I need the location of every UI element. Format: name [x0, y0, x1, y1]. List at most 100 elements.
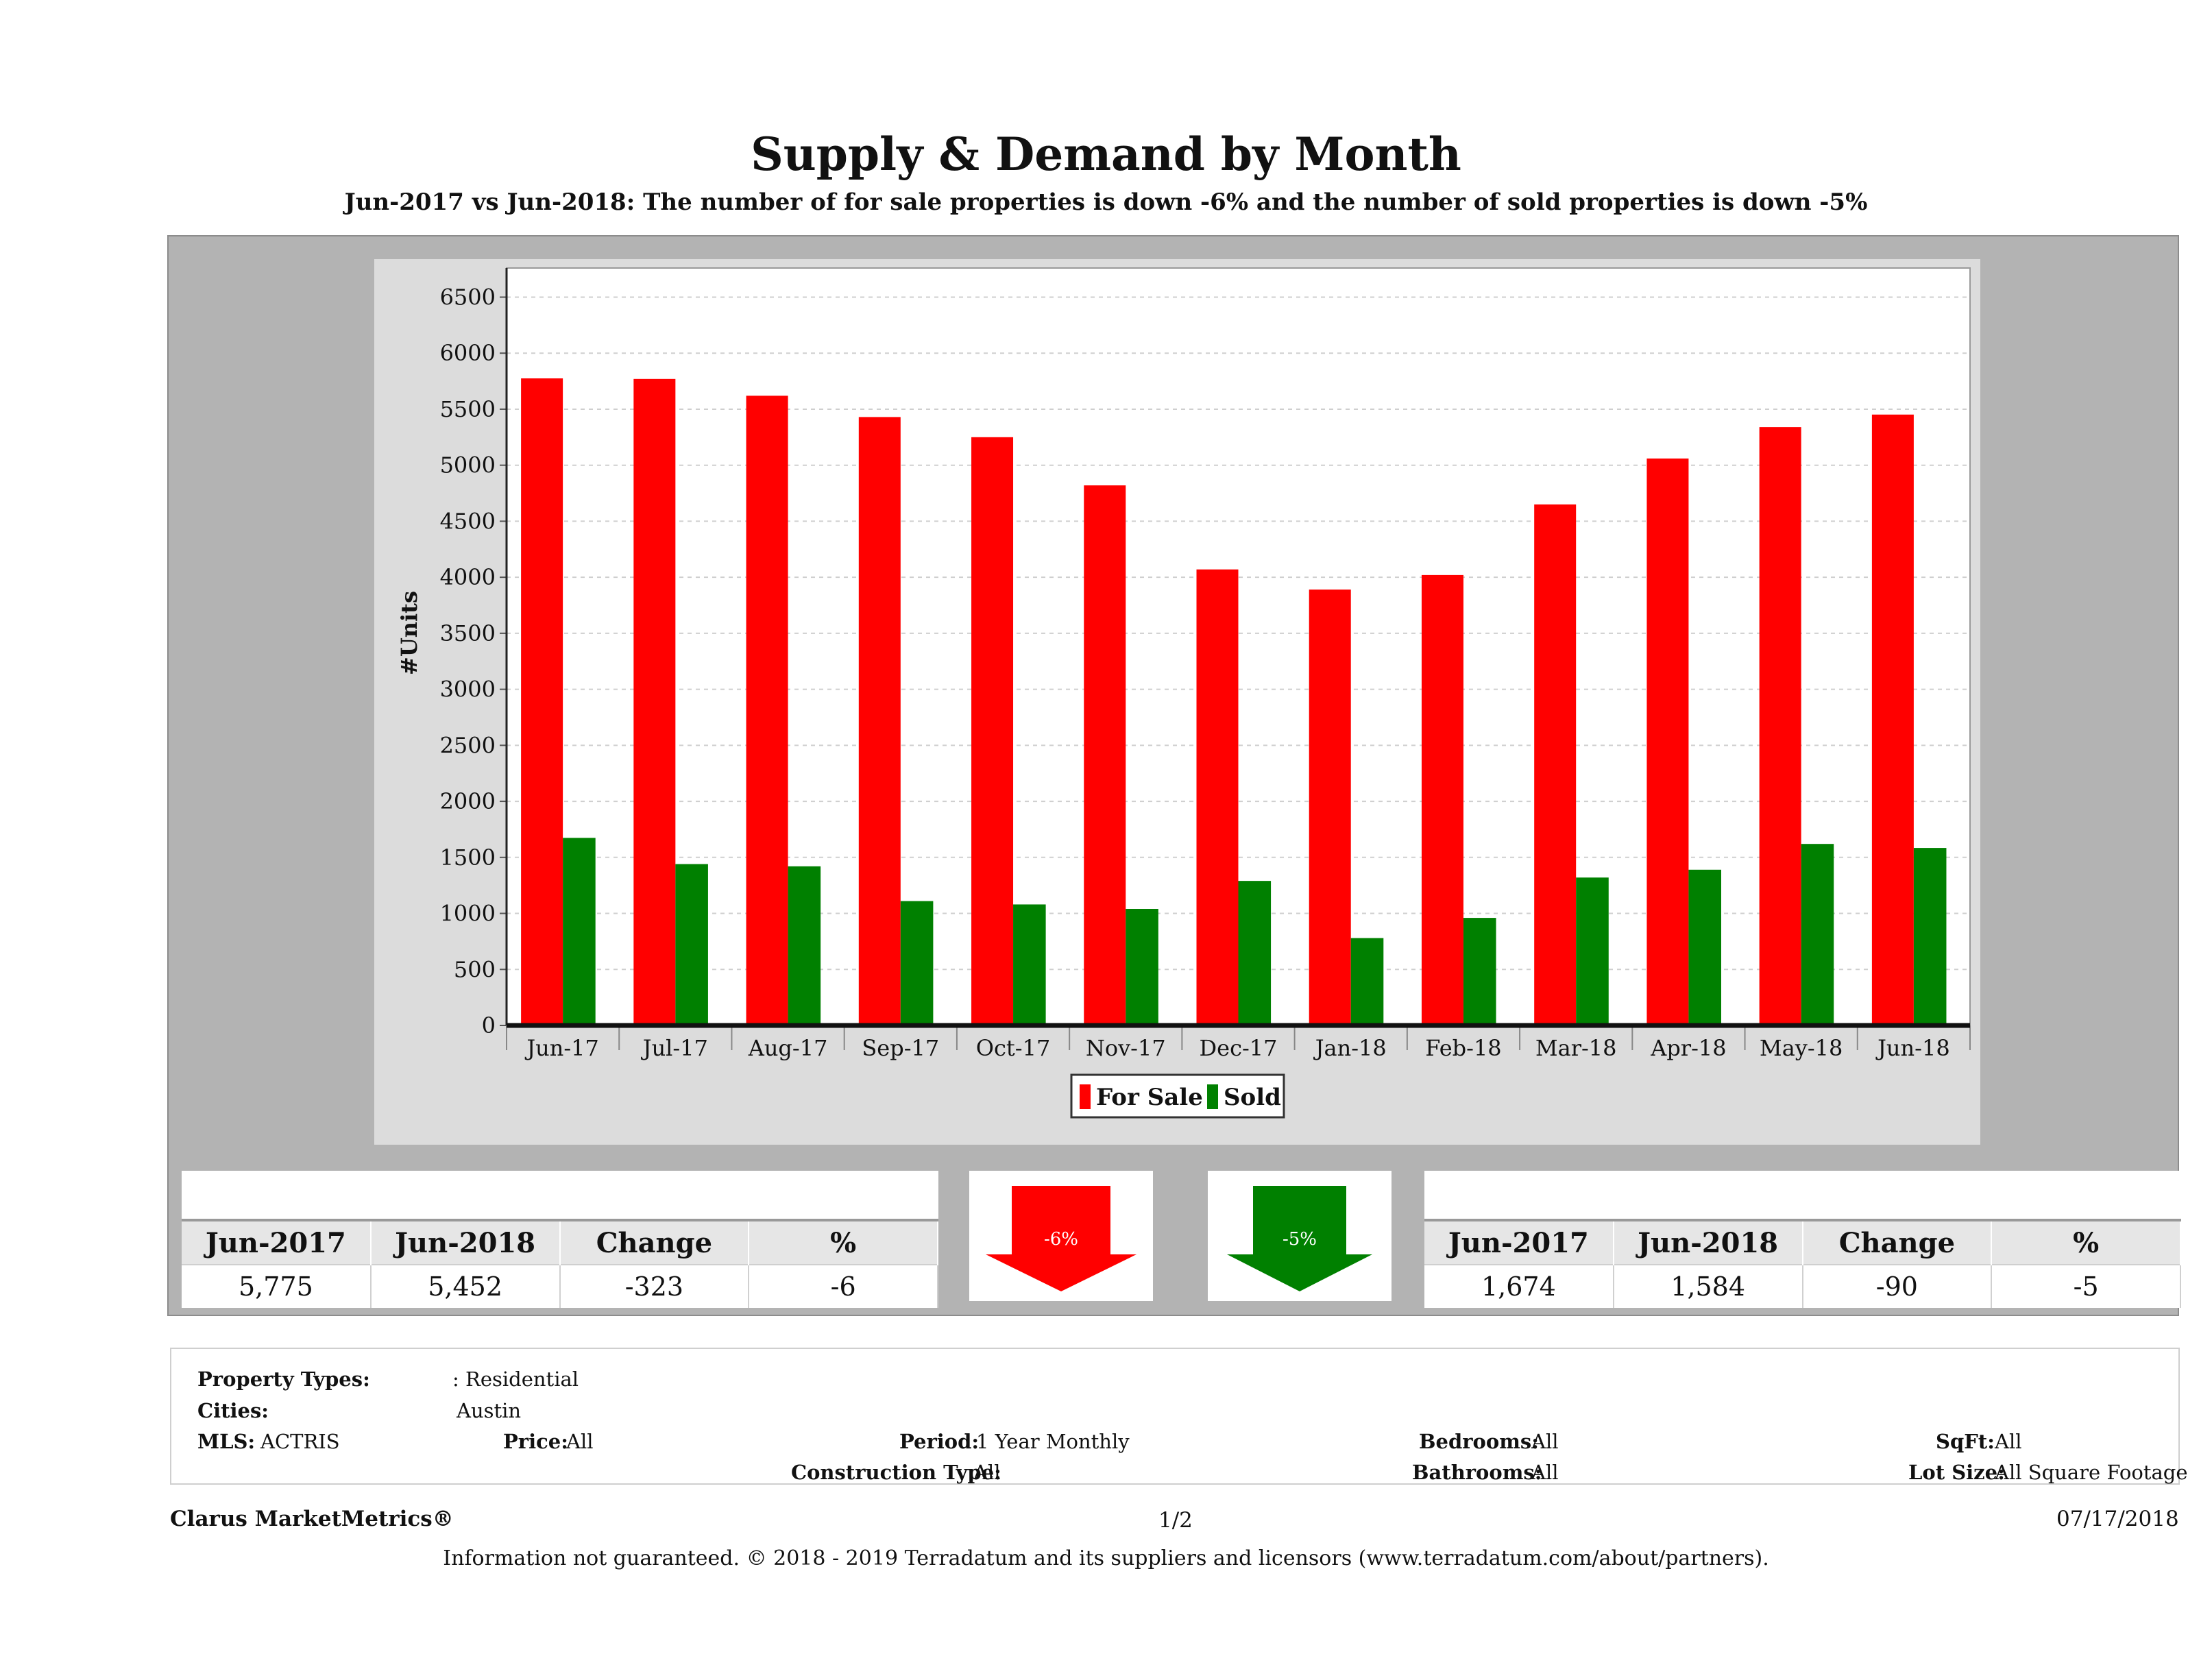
x-tick-label: Feb-18 — [1425, 1035, 1501, 1061]
x-tick-label: Dec-17 — [1199, 1035, 1277, 1061]
period-label: Period: — [899, 1430, 980, 1453]
x-tick-label: Nov-17 — [1086, 1035, 1166, 1061]
legend-box — [1070, 1073, 1285, 1119]
period-value: 1 Year Monthly — [976, 1430, 1130, 1453]
bar-sold — [1238, 881, 1272, 1025]
bar-sold — [900, 901, 934, 1025]
bar-for-sale — [1871, 414, 1914, 1025]
x-tick-label: Jul-17 — [641, 1035, 708, 1061]
cities-label: Cities: — [197, 1399, 269, 1422]
brand-name: Clarus MarketMetrics® — [170, 1507, 454, 1531]
property-types-value: : Residential — [452, 1367, 579, 1391]
down-arrow-red-icon: -6% — [986, 1186, 1137, 1291]
bar-sold — [675, 864, 708, 1025]
bar-sold — [1801, 844, 1834, 1025]
sold-header-jun2017: Jun-2017 — [1424, 1219, 1614, 1265]
construction-type-value: All — [973, 1461, 1001, 1484]
x-tick-label: Jan-18 — [1313, 1035, 1387, 1061]
y-tick-label: 3500 — [440, 620, 496, 646]
bar-for-sale — [971, 437, 1014, 1025]
y-tick-label: 1500 — [440, 844, 496, 871]
page-number: 1/2 — [1158, 1508, 1193, 1533]
sold-value-jun2018: 1,584 — [1613, 1264, 1803, 1308]
disclaimer: Information not guaranteed. © 2018 - 201… — [443, 1546, 1769, 1570]
for-sale-header-jun2017: Jun-2017 — [182, 1219, 372, 1265]
legend-swatch-for-sale — [1080, 1084, 1091, 1109]
y-tick-label: 0 — [482, 1012, 496, 1038]
for-sale-value-jun2017: 5,775 — [182, 1264, 372, 1308]
property-criteria: Property Types: : Residential Cities: Au… — [170, 1348, 2187, 1485]
y-tick-label: 2000 — [440, 788, 496, 814]
bar-for-sale — [633, 378, 676, 1025]
sold-arrow-label: -5% — [1283, 1229, 1317, 1250]
mls-value: ACTRIS — [260, 1430, 340, 1453]
sold-value-change: -90 — [1802, 1264, 1993, 1308]
lot-size-label: Lot Size: — [1908, 1461, 2005, 1484]
y-tick-label: 5000 — [440, 452, 496, 478]
for-sale-value-jun2018: 5,452 — [370, 1264, 561, 1308]
bar-for-sale — [1646, 458, 1689, 1025]
sold-table: Jun-2017 Jun-2018 Change % 1,674 1,584 -… — [1424, 1171, 2181, 1308]
bar-for-sale — [1759, 427, 1801, 1025]
x-tick-label: Jun-18 — [1875, 1035, 1950, 1061]
sold-table-spacer — [1424, 1171, 2181, 1219]
bar-chart: 0 500 1000 1500 2000 2500 3000 3500 4000 4500 5000… — [396, 267, 1971, 1119]
y-axis-label: #Units — [396, 591, 422, 675]
bathrooms-label: Bathrooms: — [1412, 1461, 1542, 1484]
bar-for-sale — [1196, 569, 1239, 1025]
bar-sold — [1463, 918, 1496, 1025]
for-sale-arrow-label: -6% — [1044, 1229, 1078, 1250]
bar-for-sale — [1534, 504, 1577, 1025]
legend-swatch-sold — [1207, 1084, 1218, 1109]
x-tick-label: Mar-18 — [1535, 1035, 1617, 1061]
y-tick-label: 2500 — [440, 732, 496, 758]
y-tick-label: 3000 — [440, 677, 496, 703]
bedrooms-value: All — [1531, 1430, 1559, 1453]
sqft-label: SqFt: — [1936, 1430, 1995, 1453]
bar-for-sale — [858, 417, 901, 1025]
price-label: Price: — [503, 1430, 568, 1453]
for-sale-value-change: -323 — [559, 1264, 750, 1308]
y-tick-label: 4000 — [440, 564, 496, 590]
price-value: All — [566, 1430, 594, 1453]
x-tick-label: Apr-18 — [1650, 1035, 1726, 1061]
bar-sold — [1126, 909, 1158, 1025]
sold-header-jun2018: Jun-2018 — [1613, 1219, 1803, 1265]
report-date: 07/17/2018 — [2056, 1507, 2179, 1531]
for-sale-header-percent: % — [749, 1219, 938, 1265]
bar-sold — [1913, 848, 1947, 1025]
y-tick-label: 1000 — [440, 901, 496, 927]
bar-sold — [1013, 904, 1046, 1025]
bedrooms-label: Bedrooms: — [1419, 1430, 1539, 1453]
x-tick-label: Aug-17 — [748, 1035, 828, 1061]
bar-for-sale — [1421, 574, 1463, 1025]
construction-type-label: Construction Type: — [791, 1461, 1001, 1484]
bar-sold — [788, 866, 821, 1025]
bar-for-sale — [1309, 589, 1351, 1025]
bar-sold — [563, 838, 596, 1025]
sold-header-percent: % — [1991, 1219, 2181, 1265]
y-tick-label: 6500 — [440, 284, 496, 311]
sold-value-jun2017: 1,674 — [1424, 1264, 1614, 1308]
for-sale-table-spacer — [182, 1171, 938, 1219]
bar-for-sale — [521, 378, 563, 1025]
for-sale-table: Jun-2017 Jun-2018 Change % 5,775 5,452 -… — [182, 1171, 938, 1308]
y-tick-label: 500 — [454, 956, 496, 982]
bar-for-sale — [746, 396, 788, 1025]
sold-value-percent: -5 — [1991, 1264, 2181, 1308]
sqft-value: All — [1995, 1430, 2022, 1453]
lot-size-value: All Square Footage — [1995, 1461, 2188, 1484]
property-types-label: Property Types: — [197, 1367, 370, 1391]
bathrooms-value: All — [1531, 1461, 1559, 1484]
for-sale-header-change: Change — [559, 1219, 750, 1265]
x-tick-label: May-18 — [1760, 1035, 1843, 1061]
bar-sold — [1350, 938, 1384, 1025]
x-tick-label: Sep-17 — [862, 1035, 939, 1061]
for-sale-value-percent: -6 — [749, 1264, 938, 1308]
cities-value: Austin — [457, 1399, 522, 1422]
x-tick-label: Jun-17 — [524, 1035, 599, 1061]
y-tick-label: 6000 — [440, 340, 496, 366]
page-title: Supply & Demand by Month — [751, 127, 1461, 181]
legend-label-for-sale: For Sale — [1096, 1084, 1203, 1111]
mls-label: MLS: — [197, 1430, 256, 1453]
